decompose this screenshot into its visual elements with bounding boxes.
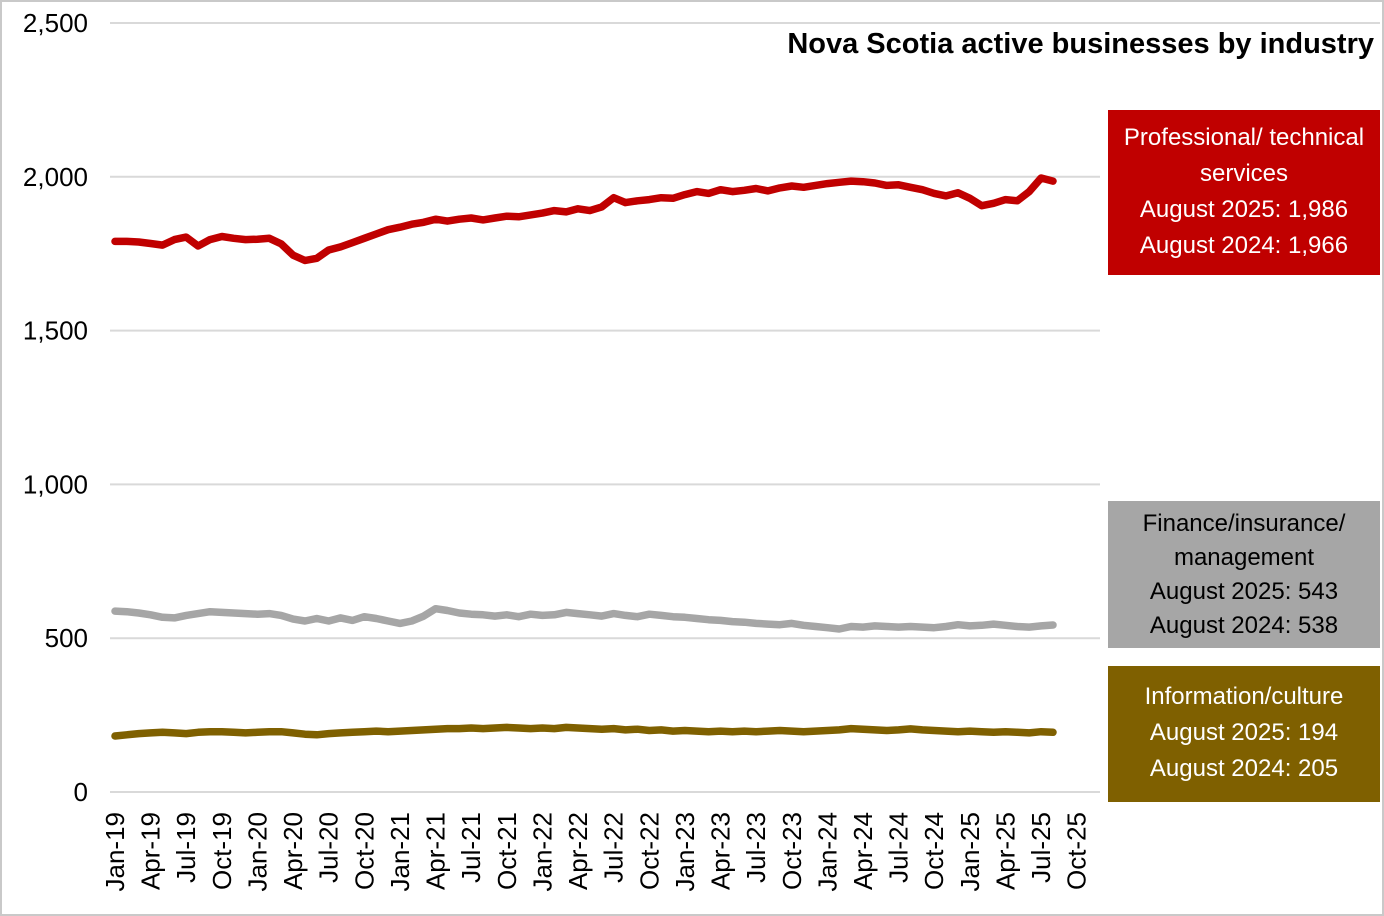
x-axis-tick-label: Apr-20 — [278, 812, 308, 890]
legend-line: August 2024: 205 — [1149, 755, 1339, 782]
x-axis-tick-label: Jul-21 — [456, 812, 486, 883]
x-axis-tick-label: Jan-19 — [100, 812, 130, 892]
legend-line: August 2025: 194 — [1149, 719, 1339, 746]
legend-line: August 2025: 543 — [1149, 578, 1339, 605]
x-axis-tick-label: Jul-20 — [314, 812, 344, 883]
legend-box-professional-technical-services: Professional/ technical services August 20… — [1108, 110, 1380, 275]
legend-line: August 2024: 1,966 — [1139, 232, 1349, 259]
y-axis-tick-label: 1,500 — [23, 316, 88, 346]
x-axis-tick-label: Jul-25 — [1026, 812, 1056, 883]
x-axis-tick-label: Oct-20 — [349, 812, 379, 890]
legend-line: services — [1199, 160, 1289, 187]
y-axis-tick-label: 2,000 — [23, 162, 88, 192]
legend-line: Information/culture — [1144, 683, 1344, 710]
x-axis-tick-label: Jan-20 — [242, 812, 272, 892]
x-axis-tick-label: Apr-19 — [136, 812, 166, 890]
x-axis-tick-label: Jul-22 — [599, 812, 629, 883]
series-line-finance-insurance-management — [111, 604, 1057, 633]
x-axis-tick-label: Jul-19 — [171, 812, 201, 883]
x-axis-tick-label: Oct-25 — [1062, 812, 1092, 890]
x-axis-tick-label: Jul-23 — [741, 812, 771, 883]
x-axis-tick-label: Jan-24 — [812, 812, 842, 892]
x-axis-tick-label: Oct-22 — [634, 812, 664, 890]
legend-box-information-culture: Information/culture August 2025: 194 Augus… — [1108, 666, 1380, 802]
series-line-information-culture — [111, 723, 1057, 740]
x-axis-tick-label: Oct-19 — [207, 812, 237, 890]
x-axis-tick-label: Jan-25 — [955, 812, 985, 892]
x-axis-tick-label: Oct-24 — [919, 812, 949, 890]
y-axis-tick-label: 0 — [74, 777, 88, 807]
x-axis-tick-label: Jul-24 — [884, 812, 914, 883]
x-axis-tick-label: Apr-24 — [848, 812, 878, 890]
legend-box-finance-insurance-management: Finance/insurance/management August 2025:… — [1108, 501, 1380, 648]
chart-title: Nova Scotia active businesses by industr… — [787, 28, 1374, 60]
y-axis-tick-label: 1,000 — [23, 469, 88, 499]
x-axis-tick-label: Jan-23 — [670, 812, 700, 892]
x-axis-tick-label: Apr-21 — [421, 812, 451, 890]
x-axis-tick-label: Jan-21 — [385, 812, 415, 892]
y-axis-tick-label: 500 — [45, 623, 88, 653]
legend-line: Finance/insurance/ — [1142, 510, 1346, 537]
x-axis-tick-label: Apr-23 — [706, 812, 736, 890]
x-axis-tick-label: Apr-25 — [990, 812, 1020, 890]
x-axis-tick-label: Oct-23 — [777, 812, 807, 890]
legend-line: Professional/ technical — [1123, 124, 1365, 151]
legend-line: management — [1173, 544, 1315, 571]
legend-line: August 2024: 538 — [1149, 612, 1339, 639]
series-line-professional-technical-services — [111, 174, 1057, 265]
x-axis-tick-label: Jan-22 — [527, 812, 557, 892]
y-axis-tick-label: 2,500 — [23, 8, 88, 38]
x-axis-tick-label: Oct-21 — [492, 812, 522, 890]
legend-line: August 2025: 1,986 — [1139, 196, 1349, 223]
x-axis-tick-label: Apr-22 — [563, 812, 593, 890]
